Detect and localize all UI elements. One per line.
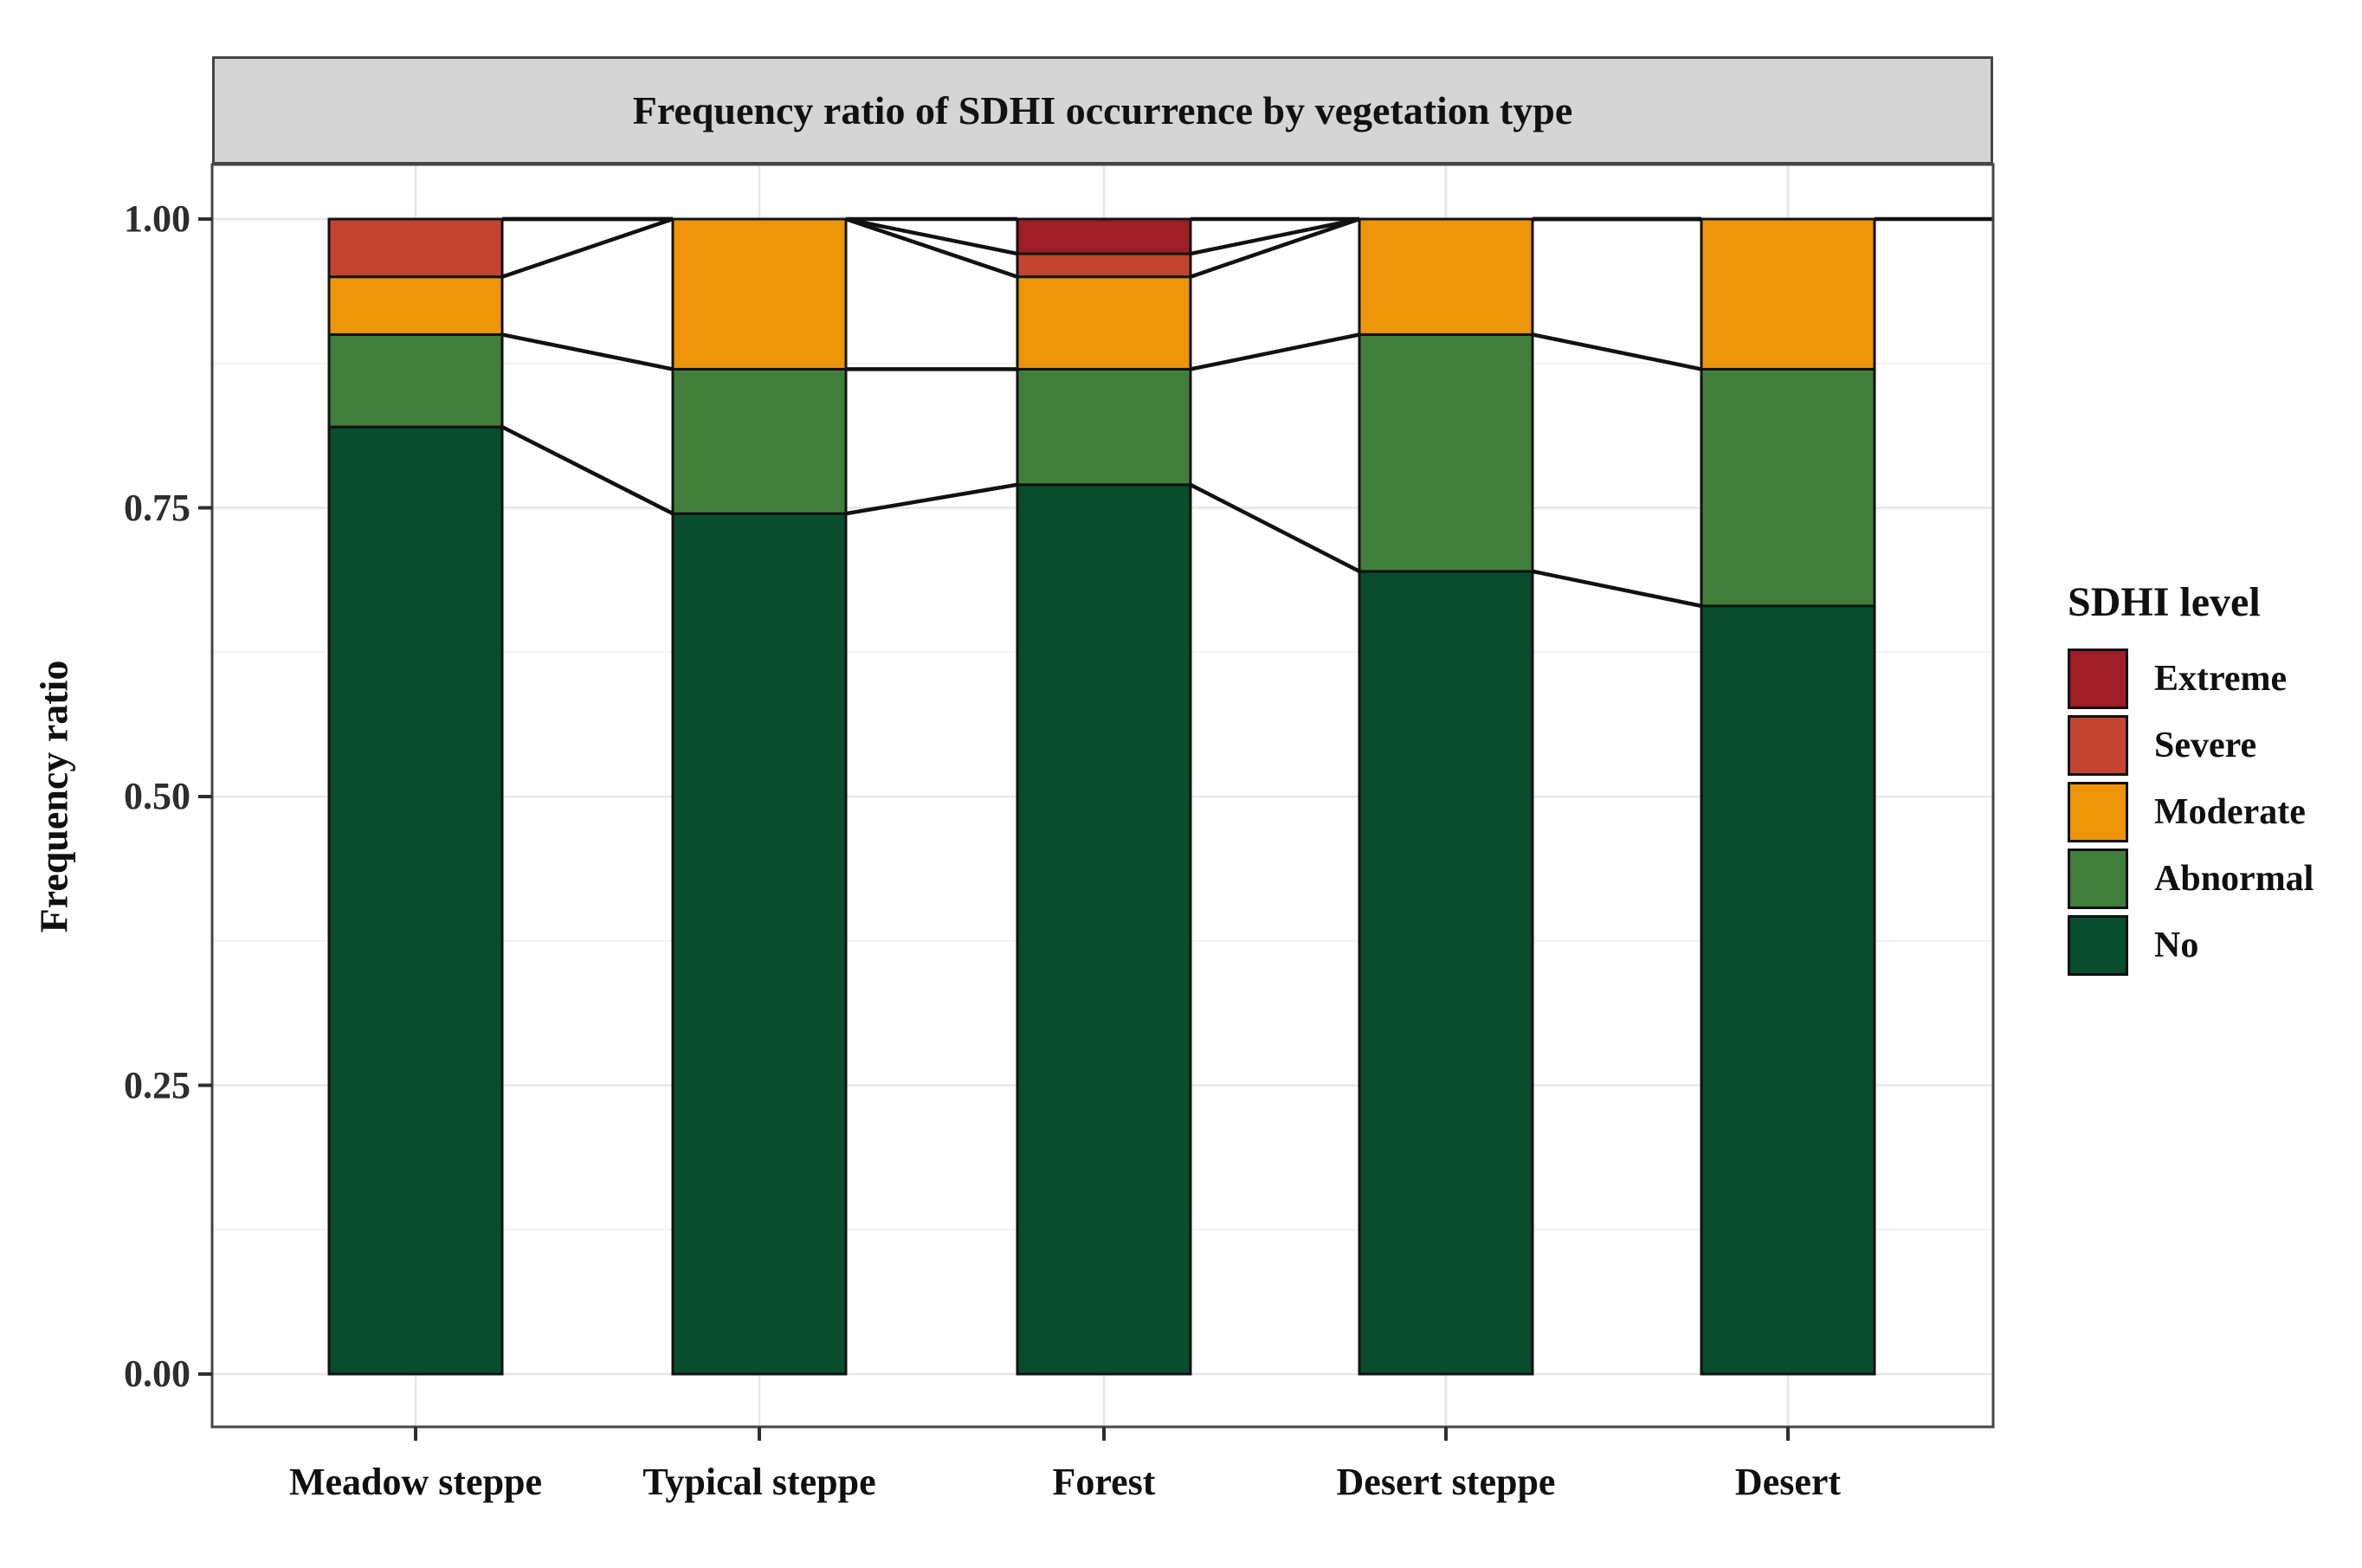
legend-item-severe: Severe: [2068, 715, 2314, 776]
connector-line: [845, 216, 1018, 256]
connector-line: [500, 425, 674, 516]
legend-label: No: [2154, 926, 2199, 965]
bar-segment-desert-abnormal: [1700, 367, 1876, 608]
legend-label: Severe: [2154, 726, 2257, 765]
connector-line: [1189, 482, 1361, 573]
connector-line: [501, 216, 674, 279]
legend-item-abnormal: Abnormal: [2068, 849, 2314, 909]
bar-segment-meadow-steppe-abnormal: [327, 332, 504, 429]
legend-item-moderate: Moderate: [2068, 782, 2314, 842]
legend-swatch-severe: [2068, 715, 2128, 776]
connector-line: [1190, 332, 1360, 371]
bar-segment-meadow-steppe-no: [327, 425, 504, 1376]
bar-segment-desert-moderate: [1700, 217, 1876, 371]
y-tick-label: 0.75: [124, 486, 190, 529]
bar-segment-forest-severe: [1016, 252, 1192, 279]
bar-segment-typical-steppe-moderate: [671, 217, 848, 371]
legend-item-no: No: [2068, 915, 2314, 976]
legend-swatch-extreme: [2068, 648, 2128, 709]
facet-title-strip: Frequency ratio of SDHI occurrence by ve…: [212, 56, 1993, 165]
y-tick-label: 0.50: [124, 775, 190, 817]
x-category-label: Typical steppe: [642, 1461, 876, 1503]
bar-segment-forest-moderate: [1016, 275, 1192, 371]
bar-segment-desert-no: [1700, 604, 1876, 1376]
legend-item-extreme: Extreme: [2068, 648, 2314, 709]
bar-segment-typical-steppe-abnormal: [671, 367, 848, 515]
x-category-label: Desert: [1734, 1461, 1842, 1503]
legend-label: Extreme: [2154, 659, 2288, 699]
bar-segment-meadow-steppe-moderate: [327, 275, 504, 336]
bar-segment-typical-steppe-no: [671, 512, 848, 1376]
connector-line: [1532, 569, 1702, 609]
legend-swatch-moderate: [2068, 782, 2128, 842]
y-tick-label: 0.00: [124, 1352, 190, 1395]
legend-title: SDHI level: [2068, 579, 2261, 625]
x-category-label: Meadow steppe: [288, 1461, 543, 1503]
legend-label: Abnormal: [2154, 859, 2314, 899]
y-tick-label: 1.00: [124, 197, 190, 240]
legend-label: Moderate: [2154, 792, 2306, 832]
connector-line: [1190, 216, 1360, 279]
connector-line: [845, 482, 1018, 516]
legend: SDHI level Extreme Severe Moderate Abnormal…: [2068, 578, 2314, 982]
x-category-label: Forest: [1052, 1461, 1156, 1503]
bar-segment-desert-steppe-no: [1358, 570, 1534, 1376]
bar-segment-forest-no: [1016, 483, 1192, 1376]
connector-line: [1190, 216, 1360, 256]
bar-segment-forest-extreme: [1016, 217, 1192, 255]
legend-swatch-no: [2068, 915, 2128, 976]
bar-segment-meadow-steppe-severe: [327, 217, 504, 279]
legend-swatch-abnormal: [2068, 849, 2128, 909]
bar-segment-desert-steppe-abnormal: [1358, 332, 1534, 573]
bar-segment-desert-steppe-moderate: [1358, 217, 1534, 336]
connector-line: [845, 216, 1018, 279]
connector-line: [1532, 332, 1702, 371]
chart-title: Frequency ratio of SDHI occurrence by ve…: [632, 88, 1573, 132]
bar-segment-forest-abnormal: [1016, 367, 1192, 487]
y-tick-label: 0.25: [124, 1063, 190, 1107]
x-category-label: Desert steppe: [1336, 1461, 1556, 1503]
connector-line: [501, 332, 674, 371]
legend-items: Extreme Severe Moderate Abnormal No: [2068, 648, 2314, 976]
